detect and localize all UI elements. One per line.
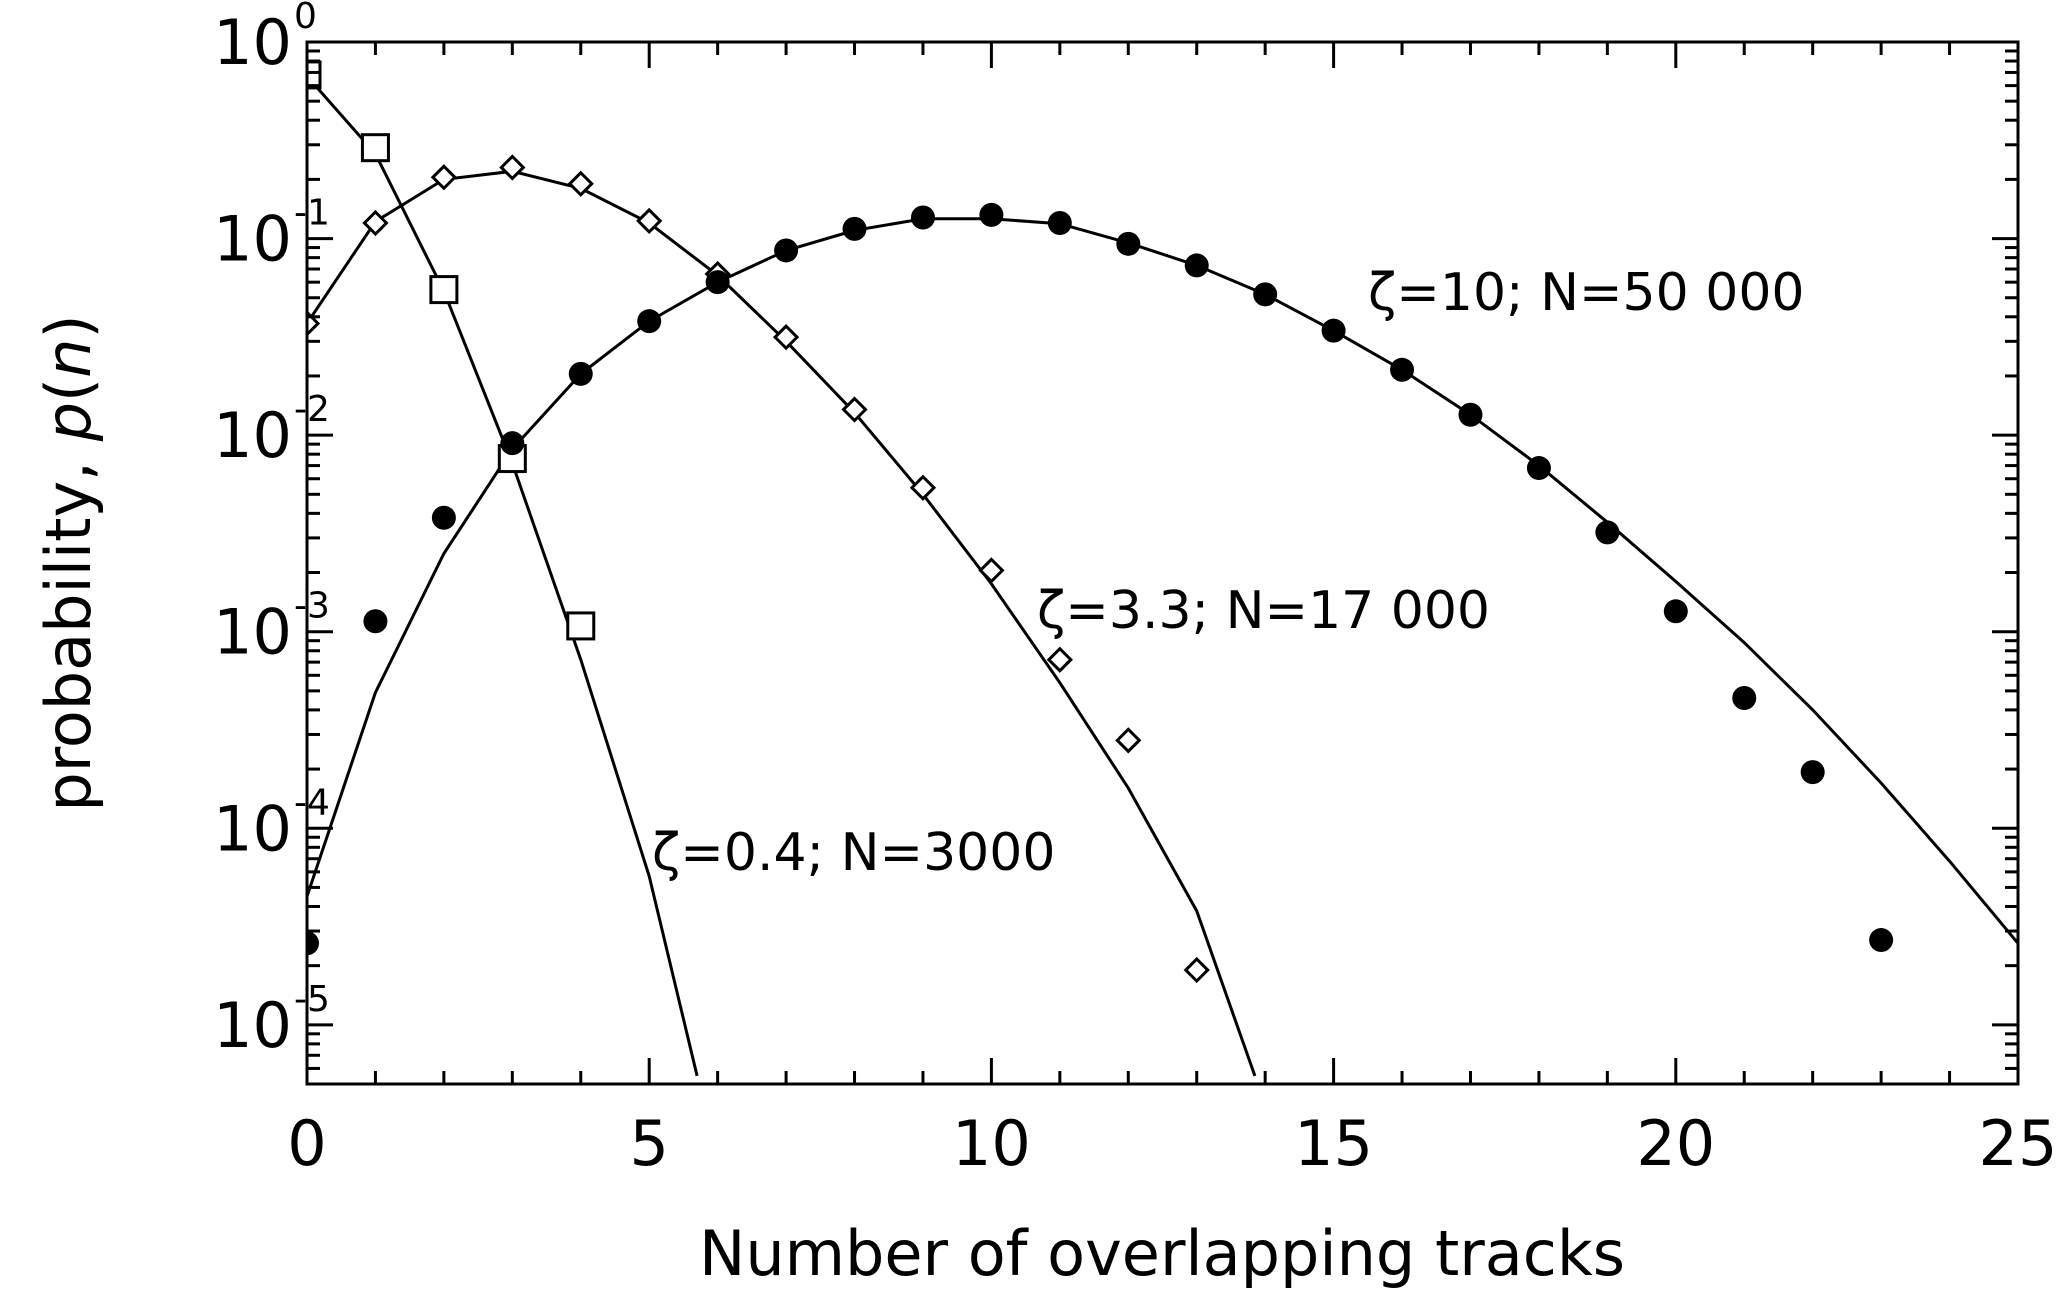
data-point-zeta10-14 <box>1253 282 1278 307</box>
data-point-zeta10-18 <box>1526 456 1551 481</box>
data-point-zeta10-5 <box>637 309 662 334</box>
y-tick-label: 10 <box>213 203 292 276</box>
data-point-zeta10-10 <box>979 202 1004 227</box>
y-tick-label: 10 <box>213 399 292 472</box>
data-point-zeta10-8 <box>842 216 867 241</box>
annotation-zeta-10: ζ=10; N=50 000 <box>1368 263 1805 323</box>
data-point-zeta3.3-10 <box>978 557 1005 584</box>
data-point-zeta0.4-4 <box>566 611 596 641</box>
data-point-zeta3.3-7 <box>772 324 800 351</box>
y-tick-exponent: -5 <box>294 979 330 1020</box>
annotation-zeta-3-3: ζ=3.3; N=17 000 <box>1037 581 1490 641</box>
data-point-zeta3.3-1 <box>362 209 389 237</box>
y-tick-label: 10 <box>213 792 292 865</box>
data-point-zeta10-16 <box>1390 357 1415 382</box>
y-axis-title: probability, p(n) <box>32 314 105 811</box>
x-tick-label: 0 <box>287 1107 326 1180</box>
y-tick-exponent: 0 <box>294 0 317 37</box>
data-point-zeta10-21 <box>1732 685 1757 710</box>
data-markers <box>307 60 1894 984</box>
data-point-zeta3.3-4 <box>567 170 594 197</box>
data-point-zeta10-1 <box>363 609 388 634</box>
data-point-zeta10-3 <box>500 431 525 456</box>
x-tick-label: 20 <box>1636 1107 1715 1180</box>
x-tick-label: 15 <box>1294 1107 1373 1180</box>
data-point-zeta10-6 <box>705 270 730 295</box>
data-point-zeta10-7 <box>774 238 799 263</box>
data-point-zeta3.3-8 <box>841 396 868 423</box>
data-point-zeta10-13 <box>1184 253 1209 278</box>
data-point-zeta3.3-5 <box>636 207 663 235</box>
y-tick-label: 10 <box>213 596 292 669</box>
data-point-zeta0.4-2 <box>429 275 459 305</box>
x-tick-label: 10 <box>952 1107 1031 1180</box>
x-axis-title: Number of overlapping tracks <box>699 1217 1625 1290</box>
y-tick-exponent: -3 <box>294 586 330 627</box>
data-point-zeta3.3-12 <box>1115 727 1142 754</box>
data-point-zeta10-17 <box>1458 402 1483 427</box>
data-point-zeta3.3-2 <box>430 164 458 191</box>
data-point-zeta10-22 <box>1800 760 1825 785</box>
annotation-zeta-0-4: ζ=0.4; N=3000 <box>652 823 1055 883</box>
data-point-zeta3.3-9 <box>909 474 937 501</box>
x-tick-label: 25 <box>1979 1107 2058 1180</box>
data-point-zeta3.3-13 <box>1183 956 1210 984</box>
y-tick-exponent: -1 <box>294 193 330 234</box>
y-tick-label: 10 <box>213 989 292 1062</box>
data-point-zeta10-4 <box>568 361 593 386</box>
y-tick-label: 10 <box>213 6 292 79</box>
data-point-zeta10-2 <box>431 505 456 530</box>
data-point-zeta10-15 <box>1321 318 1346 343</box>
data-point-zeta10-0 <box>307 931 319 956</box>
x-axis: 0 5 10 15 20 25 <box>287 42 2057 1180</box>
data-point-zeta0.4-0 <box>307 60 322 90</box>
y-tick-exponent: -4 <box>294 782 330 823</box>
data-point-zeta3.3-3 <box>499 154 526 181</box>
data-point-zeta0.4-1 <box>360 133 390 163</box>
data-point-zeta10-9 <box>910 205 935 230</box>
plot-frame <box>305 40 2020 1086</box>
data-point-zeta3.3-11 <box>1046 646 1073 673</box>
data-point-zeta10-23 <box>1869 928 1894 953</box>
fit-curve-zeta10 <box>307 217 2018 945</box>
data-point-zeta10-12 <box>1116 231 1141 256</box>
data-point-zeta10-19 <box>1595 520 1620 545</box>
y-tick-exponent: -2 <box>294 389 330 430</box>
x-tick-label: 5 <box>629 1107 668 1180</box>
data-point-zeta10-20 <box>1663 599 1688 624</box>
data-point-zeta10-11 <box>1047 211 1072 236</box>
